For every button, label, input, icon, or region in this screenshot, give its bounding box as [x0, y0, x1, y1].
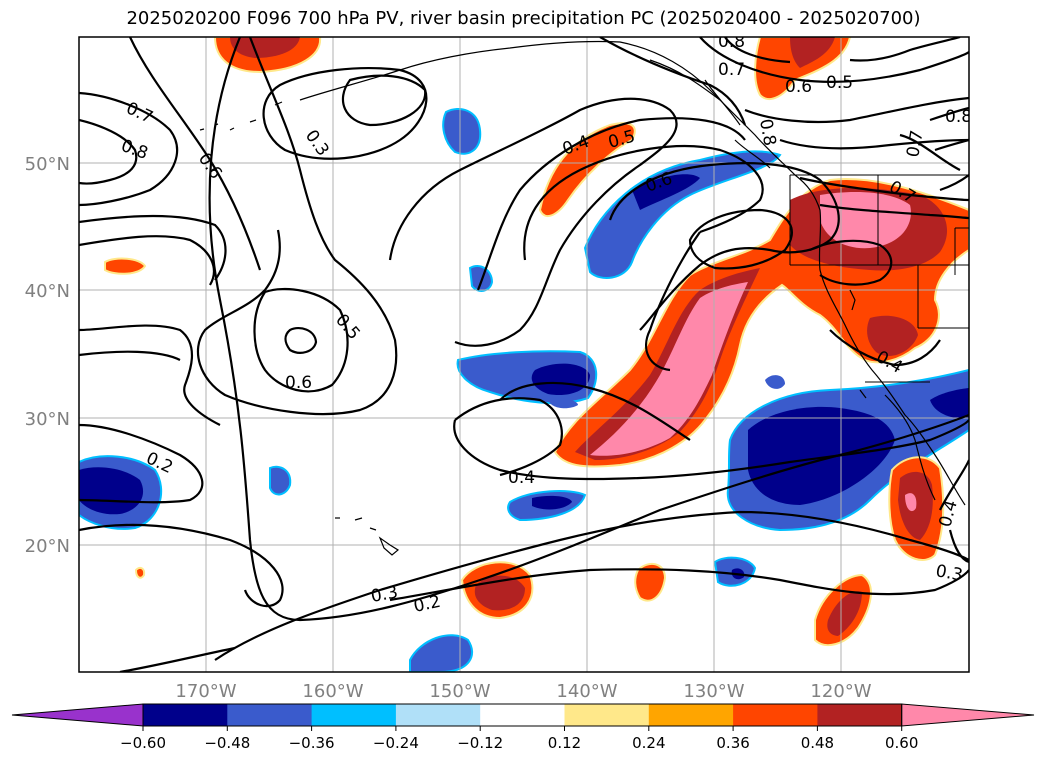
map-border: [78, 36, 970, 673]
lon-label: 150°W: [429, 681, 490, 702]
latitude-labels: 50°N 40°N 30°N 20°N: [25, 154, 70, 557]
colorbar-tick-label: −0.36: [289, 734, 335, 752]
contour-label: 0.6: [285, 373, 312, 393]
contour-label: 0.8: [755, 117, 779, 147]
contour-label: 0.5: [826, 73, 853, 93]
colorbar-segment: [817, 704, 903, 726]
lat-label: 30°N: [25, 409, 70, 430]
borders: [789, 174, 969, 383]
colorbar: −0.60 −0.48 −0.36 −0.24 −0.12 0.12 0.24 0.36 0.4…: [11, 703, 1035, 752]
gridlines: [79, 37, 969, 672]
colorbar-extend-low: [11, 703, 144, 727]
colorbar-tick-label: 0.60: [885, 734, 918, 752]
lon-label: 130°W: [683, 681, 744, 702]
colorbar-segment: [311, 704, 397, 726]
colorbar-outline: [142, 703, 903, 727]
colorbar-tick-label: −0.48: [204, 734, 250, 752]
colorbar-tick-label: −0.60: [120, 734, 166, 752]
contour-label: 0.3: [369, 583, 399, 607]
lon-label: 120°W: [810, 681, 871, 702]
colorbar-segment: [564, 704, 650, 726]
colorbar-tick-label: 0.12: [548, 734, 581, 752]
lat-label: 40°N: [25, 281, 70, 302]
contour-label: 0.4: [508, 468, 535, 488]
colorbar-extend-high: [901, 703, 1035, 727]
colorbar-segment: [395, 704, 481, 726]
lat-label: 20°N: [25, 536, 70, 557]
colorbar-segment: [143, 704, 228, 726]
lat-label: 50°N: [25, 154, 70, 175]
colorbar-segment: [733, 704, 818, 726]
contour-label: 0.8: [945, 107, 972, 127]
lon-label: 170°W: [175, 681, 236, 702]
map-title: 2025020200 F096 700 hPa PV, river basin …: [126, 8, 921, 29]
colorbar-tick-label: −0.12: [457, 734, 503, 752]
lon-label: 140°W: [556, 681, 617, 702]
colorbar-segment: [227, 704, 313, 726]
contour-label: 0.3: [934, 561, 964, 585]
contour-label: 0.8: [718, 32, 745, 52]
colorbar-segment: [648, 704, 734, 726]
longitude-labels: 170°W 160°W 150°W 140°W 130°W 120°W: [175, 681, 871, 702]
map-panel: 0.8 0.7 0.6 0.5 0.7 0.8 0.6 0.3 0.4 0.5 …: [79, 32, 972, 672]
colorbar-tick-label: 0.24: [632, 734, 665, 752]
colorbar-segment: [480, 704, 565, 726]
contour-label: 0.7: [718, 60, 745, 80]
pv-contours: [79, 37, 969, 672]
contour-label: 0.6: [785, 77, 812, 97]
contour-label: 0.7: [903, 129, 927, 159]
colorbar-tick-label: 0.36: [716, 734, 749, 752]
lon-label: 160°W: [302, 681, 363, 702]
colorbar-tick-label: 0.48: [801, 734, 834, 752]
colorbar-tick-label: −0.24: [373, 734, 419, 752]
negative-pc-regions: [79, 108, 969, 672]
